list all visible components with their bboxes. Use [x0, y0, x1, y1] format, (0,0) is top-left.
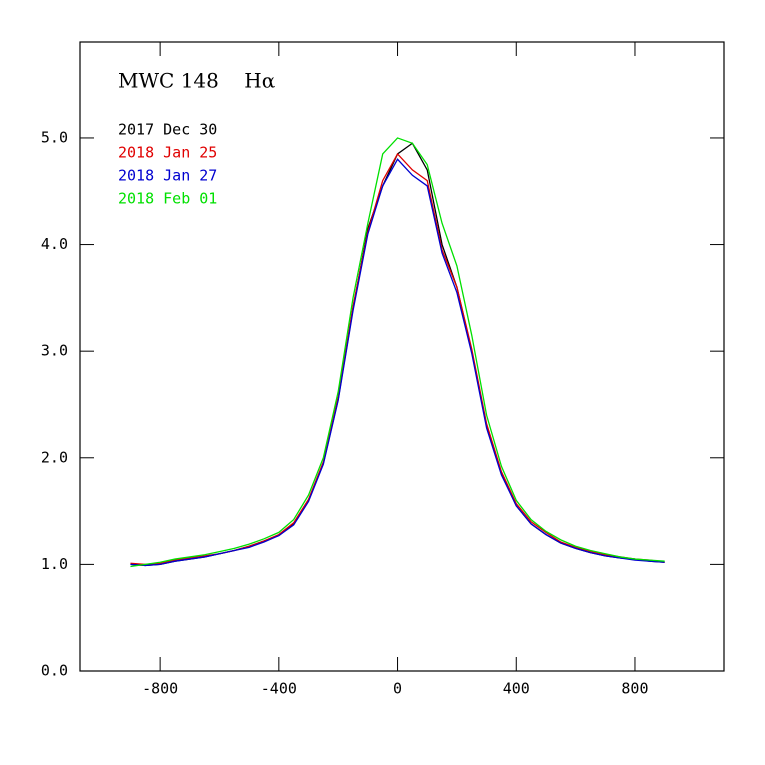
legend-entry: 2018 Feb 01: [118, 190, 217, 208]
y-tick-label: 5.0: [41, 128, 68, 146]
y-tick-label: 2.0: [41, 448, 68, 466]
series-line: [130, 137, 665, 568]
y-tick-label: 3.0: [41, 342, 68, 360]
plot-frame: [79, 41, 725, 672]
x-tick-label: 400: [503, 680, 530, 698]
x-tick-label: -400: [261, 680, 297, 698]
series-line: [130, 158, 665, 567]
y-tick-label: 4.0: [41, 235, 68, 253]
x-tick-label: 800: [621, 680, 648, 698]
y-tick-label: 1.0: [41, 555, 68, 573]
legend-entry: 2018 Jan 25: [118, 144, 217, 162]
legend-entry: 2018 Jan 27: [118, 167, 217, 185]
chart-title: MWC 148 Hα: [118, 69, 275, 93]
y-tick-label: 0.0: [41, 662, 68, 680]
x-tick-label: 0: [393, 680, 402, 698]
x-tick-label: -800: [142, 680, 178, 698]
series-line: [130, 152, 665, 566]
legend-entry: 2017 Dec 30: [118, 121, 217, 139]
